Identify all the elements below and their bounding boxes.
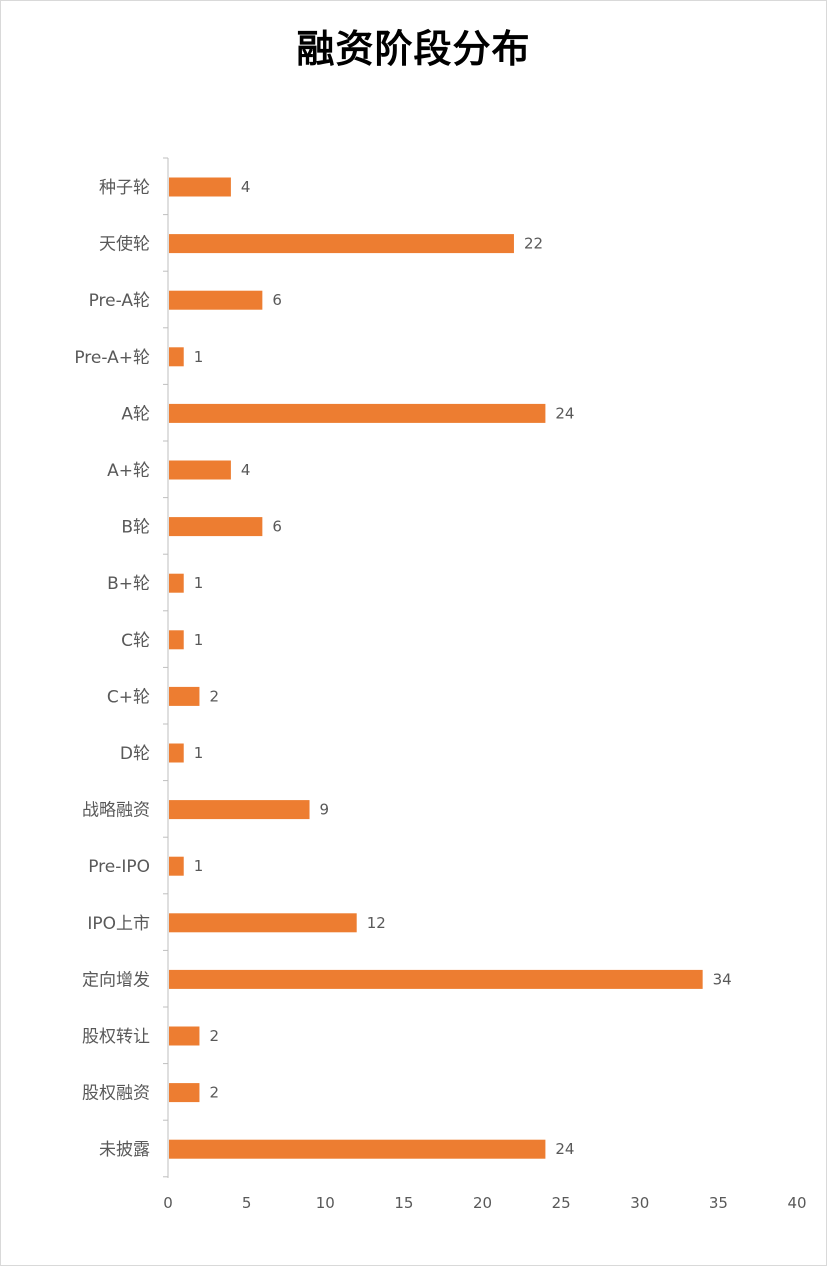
category-label: 股权转让 xyxy=(82,1027,150,1047)
data-label: 2 xyxy=(209,1027,219,1045)
chart-title: 融资阶段分布 xyxy=(296,26,531,71)
data-label: 6 xyxy=(272,291,282,309)
category-label: D轮 xyxy=(120,744,150,764)
category-label: 天使轮 xyxy=(99,234,150,255)
category-label: Pre-IPO xyxy=(88,857,150,877)
category-label: 未披露 xyxy=(99,1140,150,1160)
category-label: A轮 xyxy=(121,404,150,424)
bar xyxy=(169,290,263,310)
x-tick-label: 25 xyxy=(552,1194,571,1212)
data-label: 2 xyxy=(209,1084,219,1102)
x-tick-label: 15 xyxy=(394,1194,413,1212)
bar xyxy=(169,177,231,197)
bar xyxy=(169,517,263,537)
category-label: A+轮 xyxy=(107,461,150,481)
bar xyxy=(169,1083,200,1103)
bar xyxy=(169,460,231,480)
x-tick-label: 5 xyxy=(242,1194,252,1212)
category-label: Pre-A+轮 xyxy=(74,348,150,368)
data-label: 1 xyxy=(194,744,204,762)
bar xyxy=(169,800,310,820)
bar xyxy=(169,686,200,706)
bar xyxy=(169,1139,546,1159)
x-tick-label: 35 xyxy=(709,1194,728,1212)
data-label: 4 xyxy=(241,178,251,196)
data-label: 1 xyxy=(194,631,204,649)
bar xyxy=(169,743,184,763)
data-label: 24 xyxy=(555,404,574,422)
category-label: IPO上市 xyxy=(87,914,150,934)
bar xyxy=(169,1026,200,1046)
category-label: C轮 xyxy=(121,631,150,651)
category-label: 定向增发 xyxy=(82,970,150,990)
x-tick-label: 10 xyxy=(316,1194,335,1212)
x-tick-label: 0 xyxy=(163,1194,173,1212)
category-label: 股权融资 xyxy=(82,1084,150,1104)
value-axis-ticks: 0 5 10 15 20 25 30 35 40 xyxy=(163,1194,806,1212)
data-label: 12 xyxy=(367,914,386,932)
bar xyxy=(169,913,357,933)
category-label: Pre-A轮 xyxy=(89,291,150,311)
data-label: 1 xyxy=(194,348,204,366)
bar-series xyxy=(169,177,703,1159)
category-label: C+轮 xyxy=(107,687,150,707)
bar xyxy=(169,234,514,254)
category-label: 种子轮 xyxy=(99,178,150,198)
data-label: 24 xyxy=(555,1140,574,1158)
category-label: B轮 xyxy=(121,518,150,538)
data-label: 2 xyxy=(209,687,219,705)
x-tick-label: 30 xyxy=(630,1194,649,1212)
category-label: B+轮 xyxy=(107,574,150,594)
bar xyxy=(169,969,703,989)
bar xyxy=(169,347,184,367)
data-label: 6 xyxy=(272,518,282,536)
bar xyxy=(169,403,546,423)
data-label: 4 xyxy=(241,461,251,479)
data-label: 22 xyxy=(524,235,543,253)
data-label: 1 xyxy=(194,574,204,592)
bar xyxy=(169,856,184,876)
bar xyxy=(169,573,184,593)
category-label: 战略融资 xyxy=(82,801,150,821)
data-label: 9 xyxy=(320,801,330,819)
data-label: 1 xyxy=(194,857,204,875)
x-tick-label: 20 xyxy=(473,1194,492,1212)
x-tick-label: 40 xyxy=(787,1194,806,1212)
bar xyxy=(169,630,184,650)
data-label: 34 xyxy=(713,970,732,988)
